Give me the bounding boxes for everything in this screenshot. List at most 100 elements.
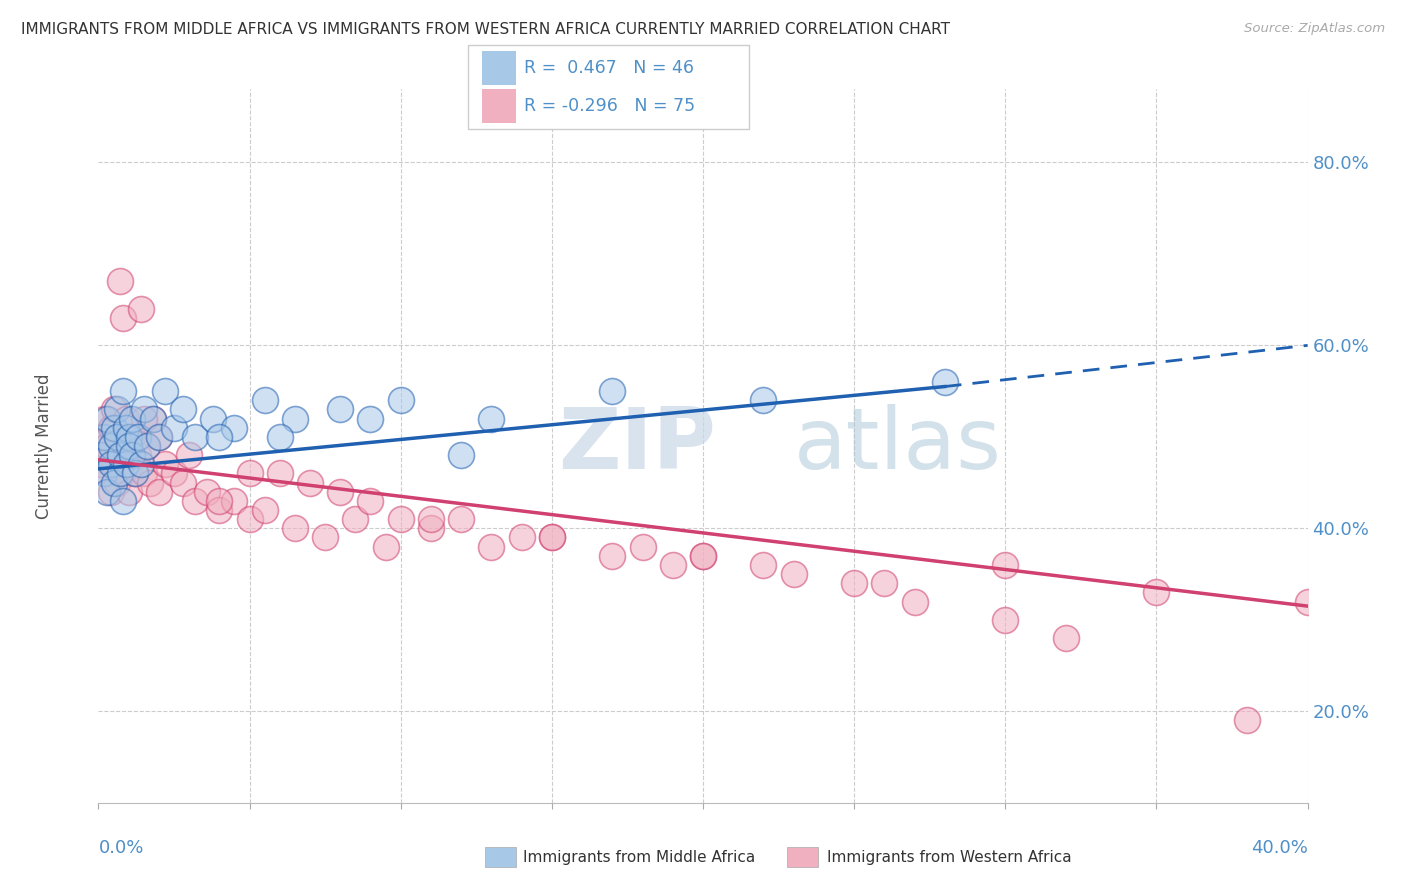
Point: [132, 411, 155, 425]
Point: [139, 475, 162, 490]
Point: [269, 467, 291, 481]
Point: [105, 475, 128, 490]
Point: [111, 310, 134, 325]
Point: [284, 411, 307, 425]
Point: [118, 458, 141, 472]
Point: [96, 467, 118, 481]
Point: [420, 512, 443, 526]
Point: [269, 430, 291, 444]
Point: [172, 475, 194, 490]
Point: [105, 430, 128, 444]
Point: [374, 540, 396, 554]
Point: [121, 411, 143, 425]
Point: [121, 448, 143, 462]
Point: [692, 549, 714, 563]
Point: [142, 411, 165, 425]
Point: [114, 458, 136, 472]
Point: [1144, 585, 1167, 599]
Point: [142, 411, 165, 425]
Point: [124, 467, 146, 481]
Point: [450, 448, 472, 462]
Point: [96, 411, 118, 425]
Text: ZIP: ZIP: [558, 404, 716, 488]
Point: [105, 430, 128, 444]
Point: [783, 567, 806, 582]
Point: [450, 512, 472, 526]
Point: [93, 411, 115, 425]
Point: [93, 448, 115, 462]
Point: [108, 467, 131, 481]
Point: [100, 439, 122, 453]
Point: [153, 458, 176, 472]
Point: [184, 494, 207, 508]
Point: [100, 458, 122, 472]
Point: [103, 458, 125, 472]
Point: [239, 467, 262, 481]
Text: Source: ZipAtlas.com: Source: ZipAtlas.com: [1244, 22, 1385, 36]
Text: Immigrants from Western Africa: Immigrants from Western Africa: [827, 850, 1071, 864]
Point: [148, 430, 170, 444]
Text: R = -0.296   N = 75: R = -0.296 N = 75: [524, 96, 696, 114]
Point: [90, 458, 112, 472]
Point: [100, 484, 122, 499]
Point: [389, 512, 412, 526]
Point: [208, 503, 231, 517]
Point: [148, 484, 170, 499]
Point: [239, 512, 262, 526]
Point: [299, 475, 322, 490]
Point: [202, 411, 225, 425]
Point: [752, 558, 775, 572]
Point: [994, 558, 1017, 572]
Point: [118, 439, 141, 453]
Point: [108, 448, 131, 462]
Point: [602, 384, 624, 398]
Text: IMMIGRANTS FROM MIDDLE AFRICA VS IMMIGRANTS FROM WESTERN AFRICA CURRENTLY MARRIE: IMMIGRANTS FROM MIDDLE AFRICA VS IMMIGRA…: [21, 22, 950, 37]
Point: [1296, 594, 1319, 608]
Point: [994, 613, 1017, 627]
Point: [103, 475, 125, 490]
Point: [103, 420, 125, 434]
Point: [481, 411, 503, 425]
Point: [135, 439, 157, 453]
Point: [420, 521, 443, 535]
Point: [934, 375, 956, 389]
Point: [510, 531, 533, 545]
Point: [132, 467, 155, 481]
Point: [208, 494, 231, 508]
Point: [118, 430, 141, 444]
Point: [631, 540, 654, 554]
Point: [111, 494, 134, 508]
Point: [184, 430, 207, 444]
Point: [253, 393, 276, 408]
Point: [253, 503, 276, 517]
Point: [129, 301, 152, 316]
Text: Currently Married: Currently Married: [35, 373, 53, 519]
Point: [111, 384, 134, 398]
Point: [389, 393, 412, 408]
Point: [96, 484, 118, 499]
Point: [108, 448, 131, 462]
Point: [96, 439, 118, 453]
Point: [153, 384, 176, 398]
Point: [103, 402, 125, 417]
Text: Immigrants from Middle Africa: Immigrants from Middle Africa: [523, 850, 755, 864]
Point: [105, 402, 128, 417]
Point: [344, 512, 367, 526]
Point: [90, 430, 112, 444]
Point: [602, 549, 624, 563]
Point: [661, 558, 683, 572]
Point: [360, 411, 382, 425]
Point: [195, 484, 218, 499]
Text: 0.0%: 0.0%: [98, 839, 143, 857]
Point: [224, 494, 246, 508]
Point: [1236, 714, 1258, 728]
Point: [224, 420, 246, 434]
Point: [360, 494, 382, 508]
Point: [118, 484, 141, 499]
Point: [752, 393, 775, 408]
Point: [873, 576, 896, 591]
Point: [93, 467, 115, 481]
Point: [93, 430, 115, 444]
Point: [111, 467, 134, 481]
Point: [121, 430, 143, 444]
